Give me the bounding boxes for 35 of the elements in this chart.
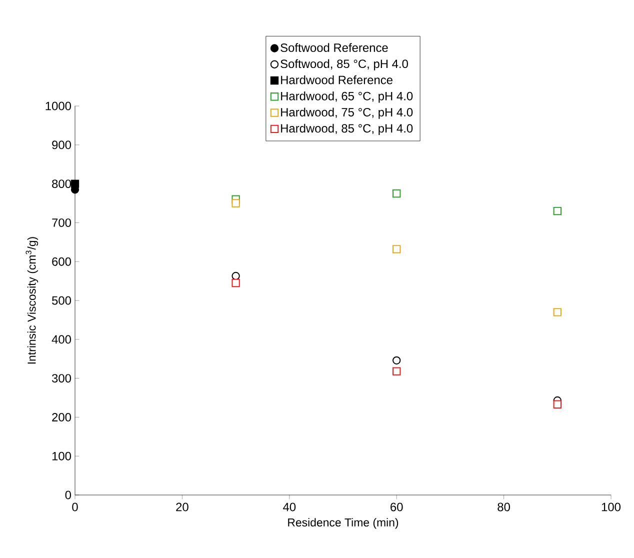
y-tick-label: 100 [52, 452, 72, 460]
y-tick-label: 800 [52, 180, 72, 188]
x-tick-label: 60 [390, 502, 403, 512]
point [392, 245, 401, 254]
y-tick-label: 300 [52, 374, 72, 383]
y-tick-label: 200 [52, 412, 72, 422]
legend-label: Softwood, 85 °C, pH 4.0 [280, 59, 408, 70]
point [392, 189, 401, 198]
legend-label: Hardwood Reference [281, 75, 392, 84]
y-tick-label: 600 [52, 257, 72, 266]
point [232, 199, 240, 208]
point [392, 367, 401, 376]
point [553, 400, 562, 408]
y-tick-label: 700 [52, 218, 72, 227]
y-tick-label: 0 [65, 490, 72, 500]
y-tick-label: 500 [52, 296, 72, 305]
x-tick-label: 20 [176, 502, 188, 512]
y-tick-label: 1000 [46, 102, 72, 110]
point [553, 206, 562, 216]
point [392, 356, 401, 364]
legend-label: Softwood Reference [280, 43, 388, 52]
legend-label: Hardwood, 85 °C, pH 4.0 [281, 124, 413, 135]
point [553, 308, 562, 316]
x-tick-label: 100 [602, 502, 621, 512]
y-tick-label: 900 [52, 140, 72, 150]
point [232, 278, 240, 288]
x-tick-label: 0 [72, 502, 78, 512]
x-tick-label: 40 [283, 502, 296, 512]
point [70, 180, 80, 188]
legend-label: Hardwood, 65 °C, pH 4.0 [281, 92, 413, 103]
x-axis-title: Residence Time (min) [288, 518, 398, 529]
y-axis-title: Intrinsic Viscosity (cm$^{3}$/g) [26, 237, 38, 364]
x-tick-label: 80 [498, 502, 510, 512]
y-tick-label: 400 [52, 335, 72, 344]
legend-label: Hardwood, 75 °C, pH 4.0 [281, 108, 413, 119]
